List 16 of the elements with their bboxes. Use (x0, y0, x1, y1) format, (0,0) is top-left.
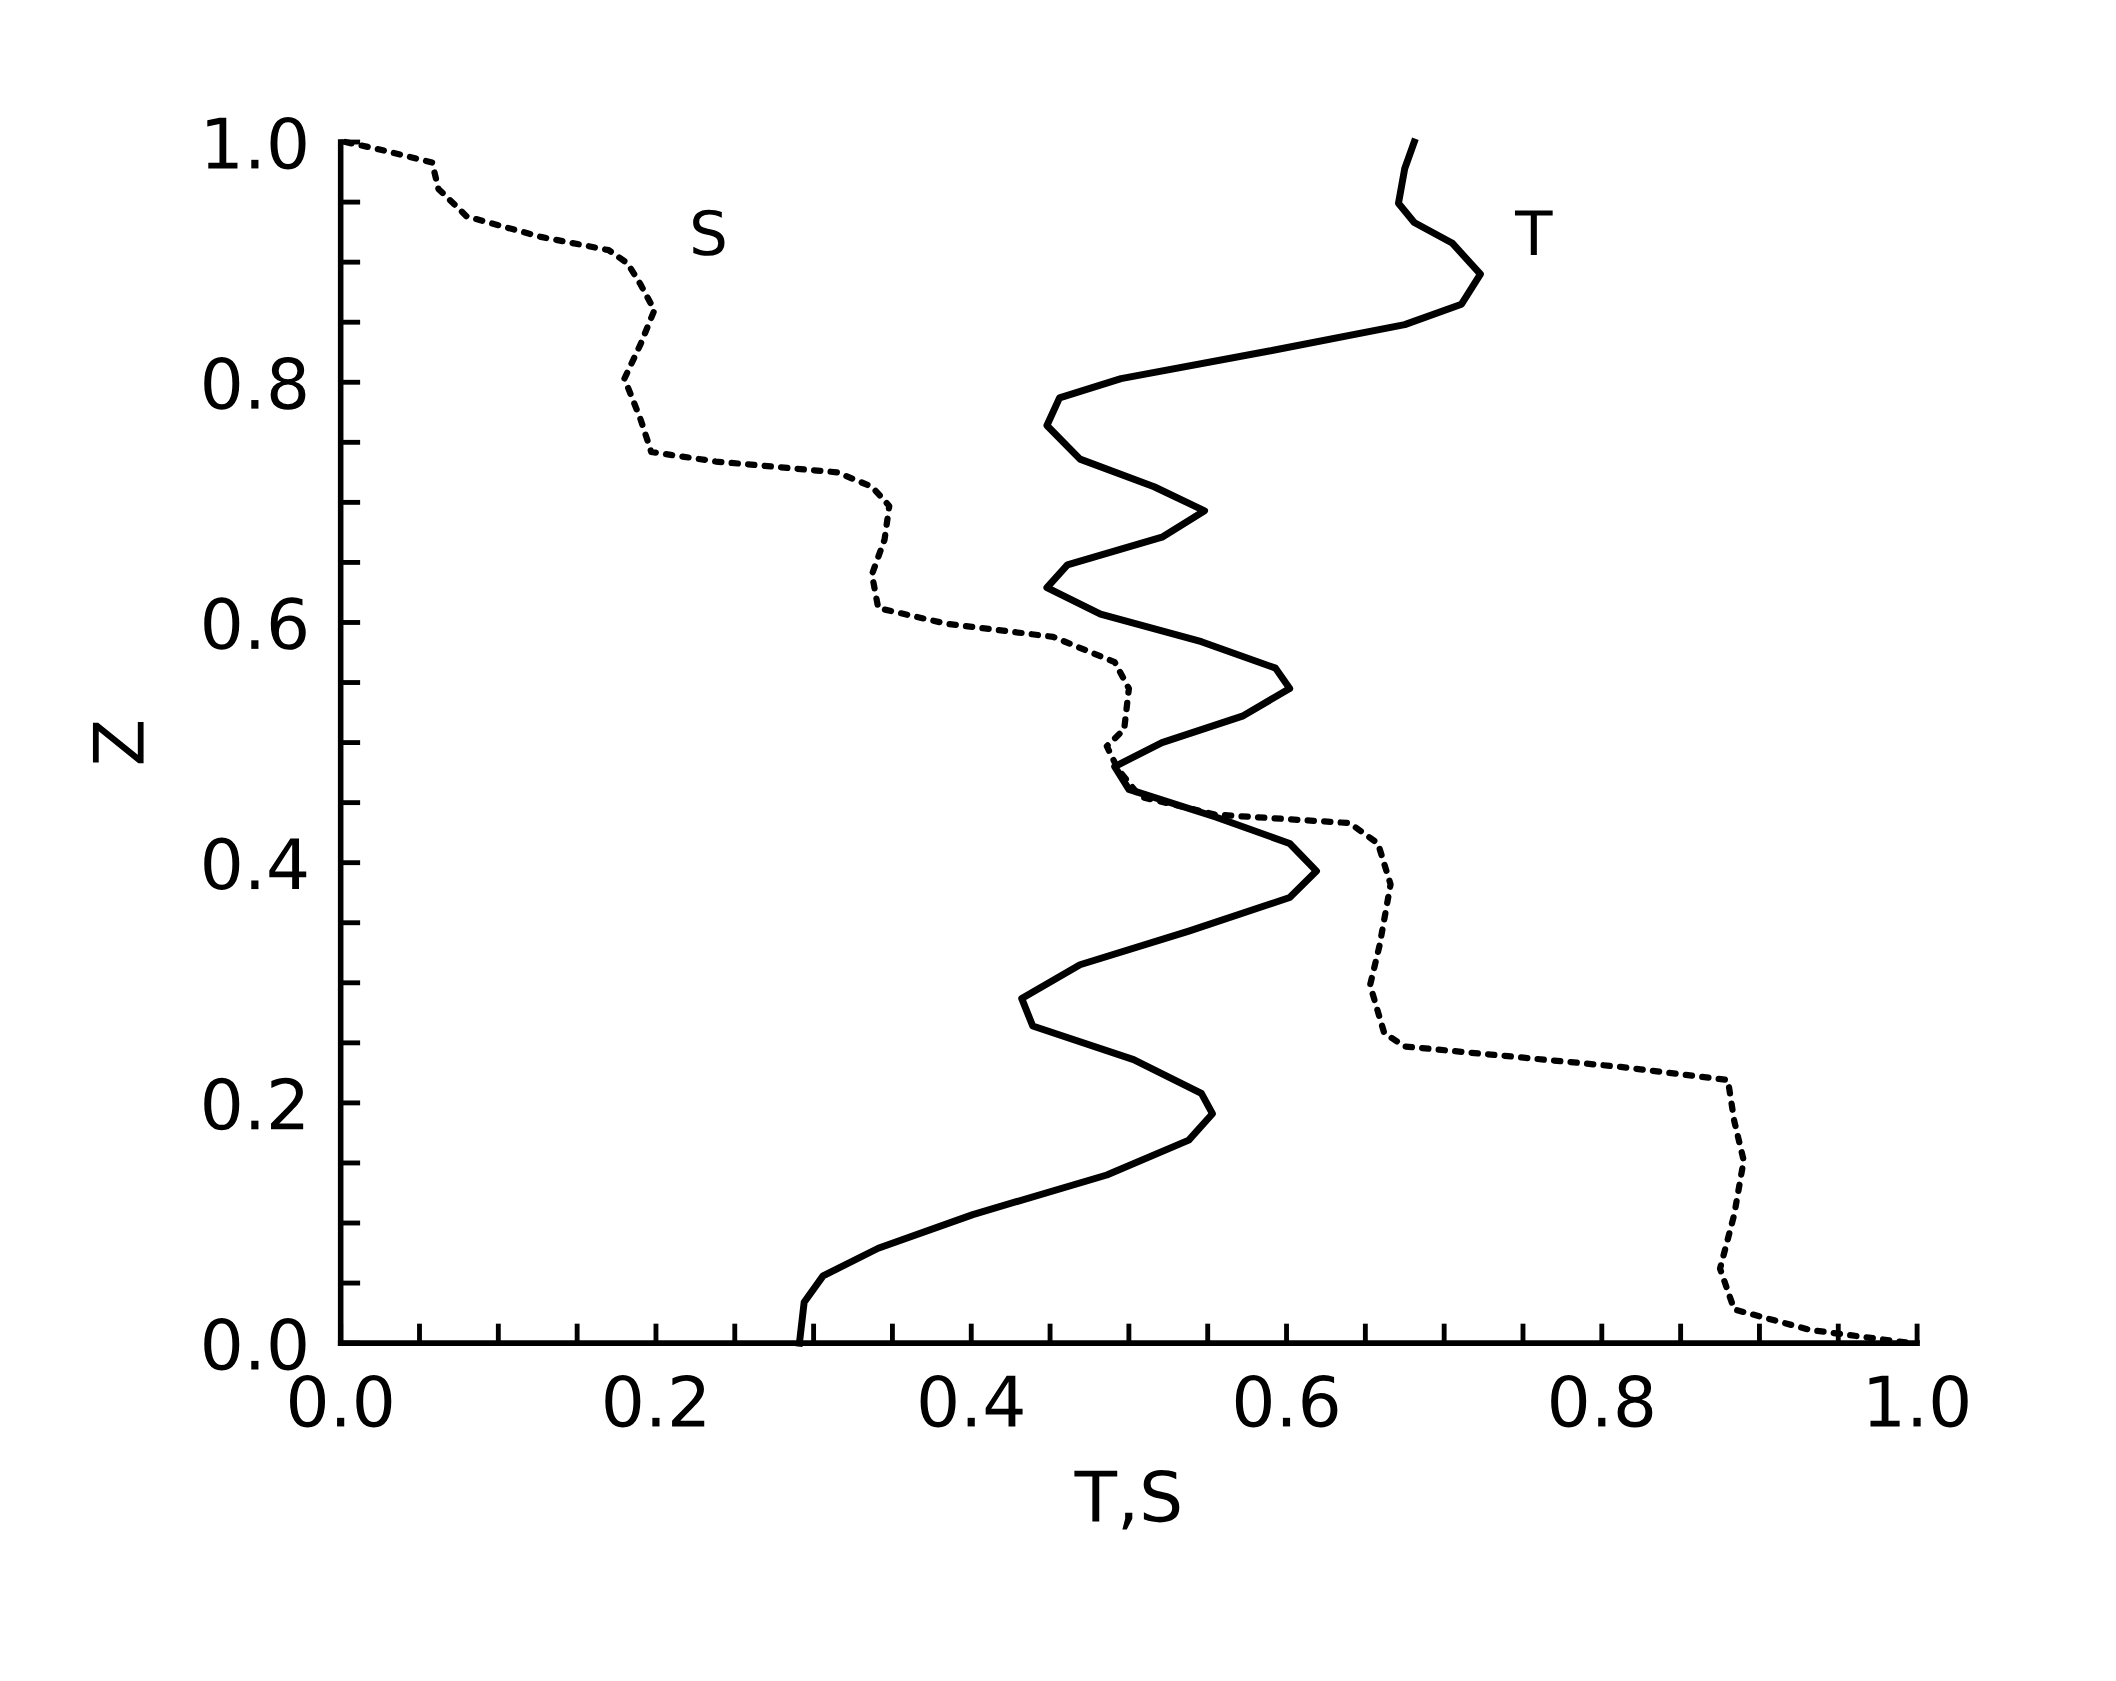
y-tick-label: 0.4 (204, 837, 307, 891)
x-tick-label: 0.6 (1235, 1374, 1338, 1428)
x-tick-label: 0.0 (290, 1374, 392, 1428)
series-label: S (693, 209, 725, 256)
y-tick-label: 0.2 (204, 1077, 304, 1131)
y-tick-label: 0.6 (204, 597, 306, 650)
series-label: T (1514, 210, 1553, 255)
x-tick-label: 0.4 (920, 1374, 1023, 1428)
y-tick-label: 0.0 (204, 1317, 306, 1371)
y-axis-title: Z (92, 721, 144, 764)
x-tick-label: 0.2 (605, 1374, 705, 1428)
x-tick-label: 0.8 (1551, 1374, 1653, 1428)
y-tick-label: 0.8 (204, 357, 306, 410)
x-axis-title: T,S (1074, 1469, 1180, 1530)
x-tick-label: 1.0 (1869, 1374, 1968, 1428)
y-tick-label: 1.0 (207, 116, 306, 170)
